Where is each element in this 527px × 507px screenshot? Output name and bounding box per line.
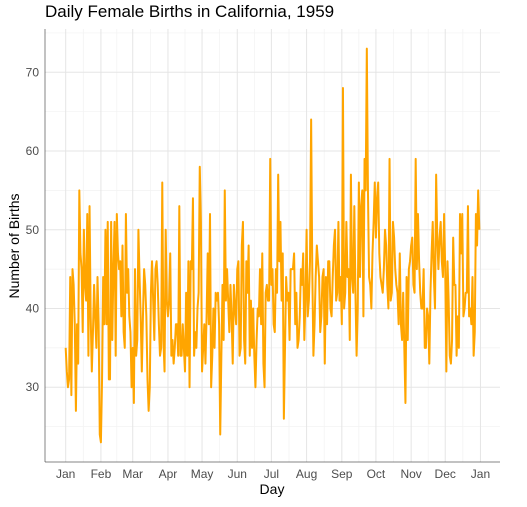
x-tick-label: Jan: [56, 467, 75, 481]
y-tick-label: 40: [26, 301, 40, 315]
chart-title: Daily Female Births in California, 1959: [45, 2, 334, 21]
x-axis-ticks: Jan Feb Mar Apr May Jun Jul Aug Sep Oct Nov Dec Jan: [56, 467, 490, 481]
x-tick-label: Aug: [296, 467, 317, 481]
y-axis-title: Number of Births: [6, 193, 22, 298]
y-tick-label: 50: [26, 223, 40, 237]
x-tick-label: Feb: [91, 467, 112, 481]
x-tick-label: Oct: [367, 467, 386, 481]
x-tick-label: Mar: [122, 467, 143, 481]
x-tick-label: Jun: [228, 467, 247, 481]
x-axis-title: Day: [260, 481, 285, 497]
x-tick-label: Jul: [264, 467, 279, 481]
x-tick-label: May: [191, 467, 214, 481]
x-tick-label: Jan: [471, 467, 490, 481]
x-tick-label: Apr: [159, 467, 178, 481]
y-tick-label: 30: [26, 380, 40, 394]
y-tick-label: 70: [26, 65, 40, 79]
x-tick-label: Sep: [331, 467, 353, 481]
x-tick-label: Dec: [435, 467, 456, 481]
births-series-line: [64, 47, 481, 444]
y-axis-ticks: 30 40 50 60 70: [26, 65, 40, 394]
y-tick-label: 60: [26, 144, 40, 158]
x-tick-label: Nov: [400, 467, 421, 481]
